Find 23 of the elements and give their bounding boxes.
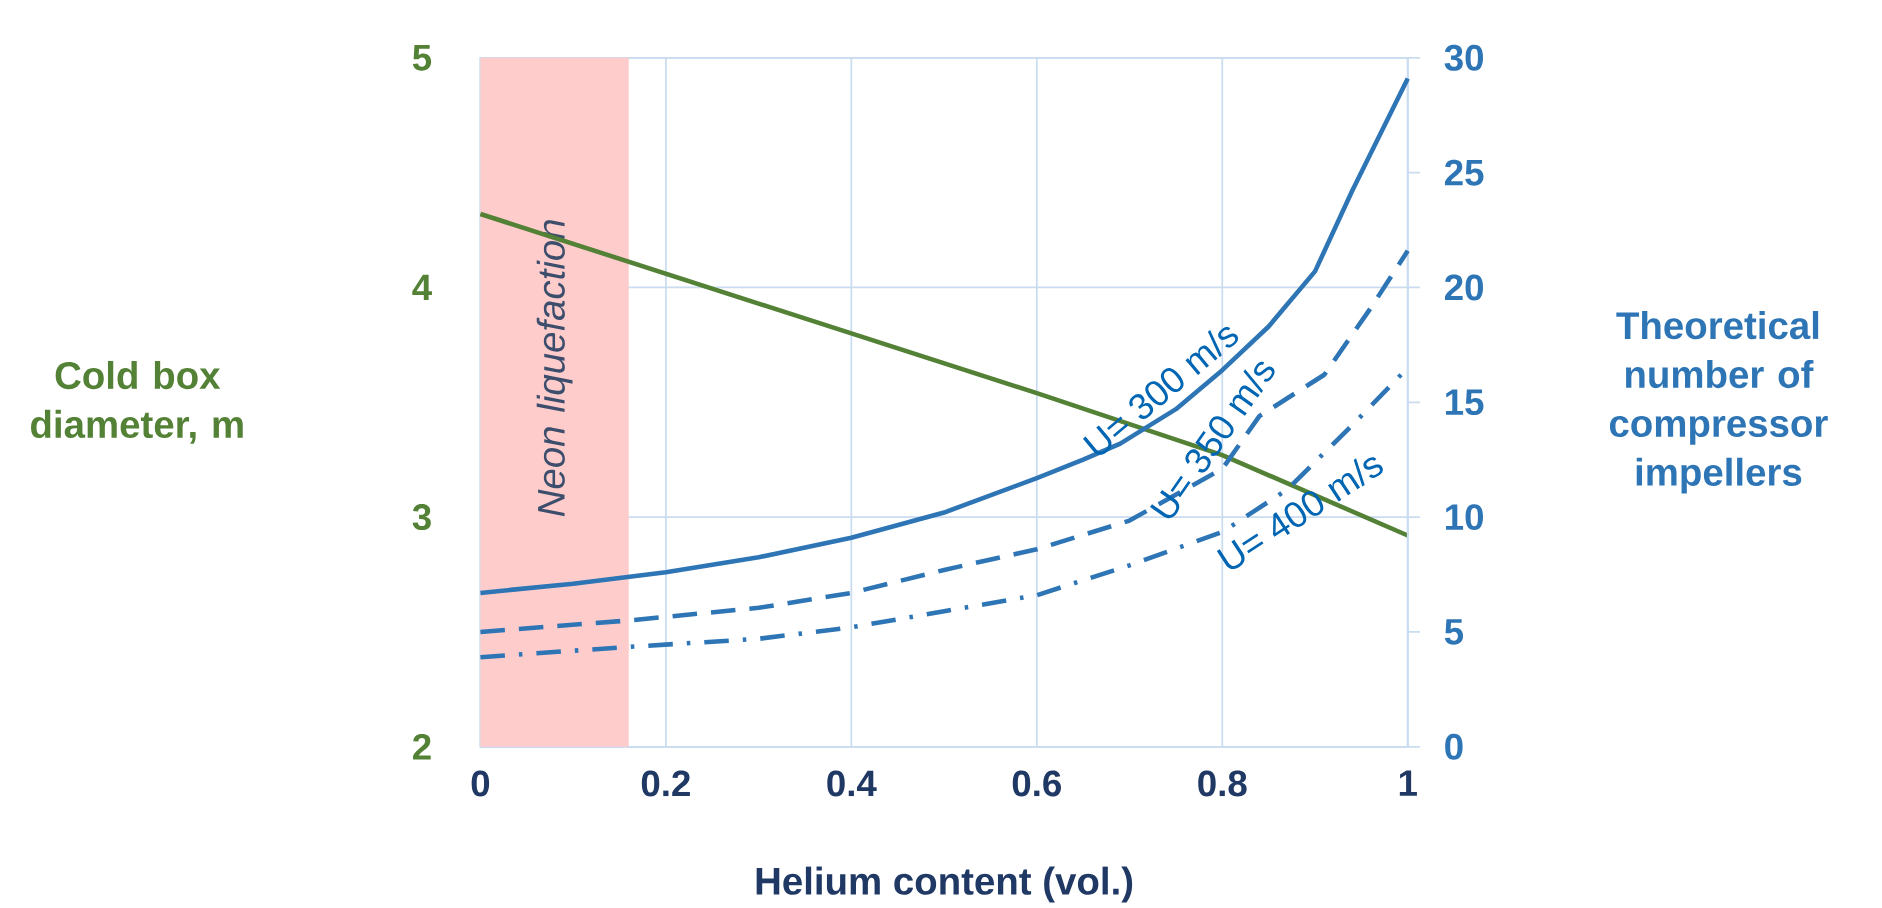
y2-tick-label: 15 [1446, 389, 1484, 415]
y2-tick-label: 20 [1444, 274, 1484, 301]
x-tick-label: 0.2 [641, 770, 690, 797]
y-tick-label: 2 [413, 733, 431, 760]
y2-tick-label: 30 [1444, 44, 1484, 71]
y2-tick-label: 10 [1446, 504, 1484, 530]
text: U= 400 m/s [1216, 457, 1383, 569]
x-tick-label: 1 [1399, 770, 1417, 796]
y-axis-title: Cold box diameter, m [31, 360, 243, 444]
x-axis-title: Helium content (vol.) [756, 866, 1133, 903]
y2-tick-label: 0 [1445, 733, 1463, 760]
y2-axis-title: Theoretical number of compressor impellers [1609, 310, 1828, 494]
y2-tick-label: 5 [1444, 619, 1464, 645]
x-tick-label: 0 [471, 770, 490, 797]
x-tick-label: 0.8 [1198, 770, 1247, 797]
x-tick-label: 0.6 [1012, 770, 1061, 797]
y2-tick-label: 25 [1444, 159, 1484, 186]
y-tick-label: 3 [412, 503, 431, 530]
line-series [478, 76, 1411, 596]
x-tick-label: 0.4 [827, 770, 877, 797]
y-tick-label: 4 [412, 274, 432, 300]
y-tick-label: 5 [412, 44, 432, 71]
band-label: Neon liquefaction [536, 220, 573, 517]
